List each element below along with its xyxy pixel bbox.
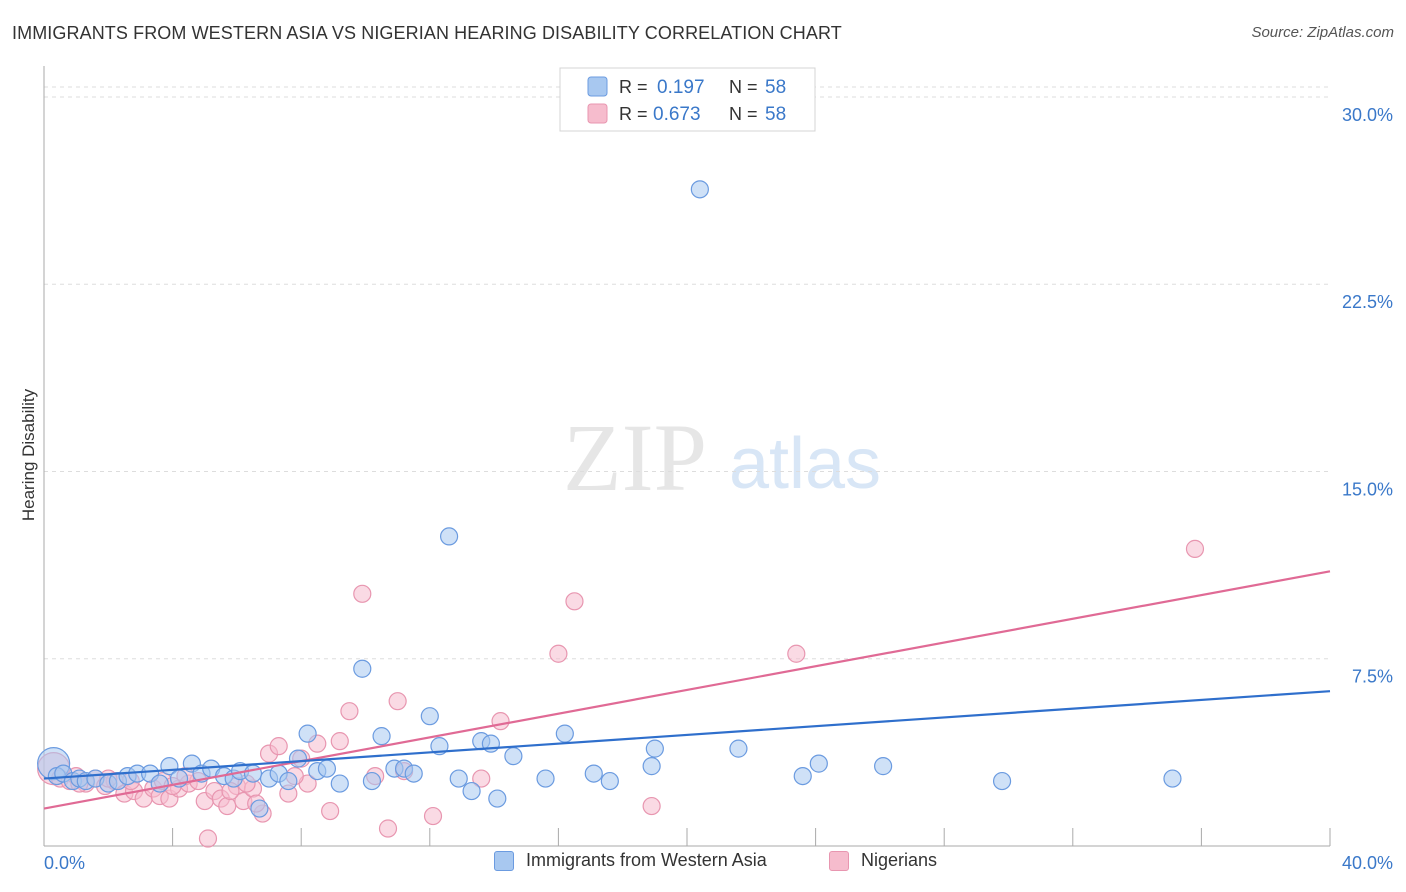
nigerian-point-31 xyxy=(321,801,340,821)
western-asia-point-32 xyxy=(362,771,382,791)
y-tick-label-2: 22.5% xyxy=(1342,292,1393,312)
western-asia-point-26 xyxy=(288,749,308,768)
western-asia-point-58 xyxy=(1163,769,1182,788)
western-asia-points xyxy=(37,180,1182,818)
axes xyxy=(43,66,1331,847)
nigerian-point-43 xyxy=(565,592,584,611)
nigerian-point-20 xyxy=(218,796,237,816)
western-asia-trend-line xyxy=(43,690,1331,780)
legend-swatch-pink xyxy=(587,103,608,124)
legend-r-label-1: R = xyxy=(619,77,648,97)
nigerian-point-26 xyxy=(269,737,288,756)
nigerian-point-37 xyxy=(388,692,407,711)
y-tick-label-1: 15.0% xyxy=(1342,479,1393,499)
western-asia-point-30 xyxy=(330,774,349,793)
western-asia-point-45 xyxy=(504,747,523,766)
nigerian-point-39 xyxy=(423,806,443,826)
legend-n-label-1: N = xyxy=(729,77,758,97)
western-asia-point-47 xyxy=(555,724,574,743)
western-asia-point-50 xyxy=(642,757,661,776)
nigerian-point-45 xyxy=(787,644,806,663)
y-axis-label: Hearing Disability xyxy=(19,388,38,521)
x-tick-labels: 0.0% 40.0% xyxy=(44,853,1393,873)
western-asia-point-12 xyxy=(150,774,169,793)
legend-label-nigerians: Nigerians xyxy=(861,850,938,870)
western-asia-point-41 xyxy=(462,781,481,801)
watermark-zip: ZIP xyxy=(563,404,707,511)
legend-swatch-blue xyxy=(587,76,608,97)
trend-lines xyxy=(43,570,1331,810)
western-asia-point-22 xyxy=(250,799,269,818)
grid-lines xyxy=(44,86,1330,660)
western-asia-point-36 xyxy=(404,764,423,783)
legend-box: R = 0.197 N = 58 R = 0.673 N = 58 xyxy=(559,67,816,132)
nigerian-point-41 xyxy=(491,712,510,731)
western-asia-point-44 xyxy=(488,789,507,808)
nigerian-point-36 xyxy=(378,819,398,838)
y-tick-labels: 7.5% 15.0% 22.5% 30.0% xyxy=(1342,105,1393,687)
legend-r-value-1: 0.197 xyxy=(657,77,705,98)
bottom-legend: Immigrants from Western Asia Nigerians xyxy=(0,850,1406,880)
western-asia-point-29 xyxy=(317,759,337,778)
watermark: ZIP atlas xyxy=(563,404,881,511)
western-asia-point-53 xyxy=(729,739,748,758)
x-tick-label-0: 0.0% xyxy=(44,853,85,873)
legend-item-western-asia: Immigrants from Western Asia xyxy=(494,850,767,871)
western-asia-point-55 xyxy=(809,754,828,773)
western-asia-point-57 xyxy=(992,771,1012,791)
legend-n-value-1: 58 xyxy=(765,77,786,98)
western-asia-point-40 xyxy=(449,769,468,788)
western-asia-point-48 xyxy=(584,764,603,783)
western-asia-point-27 xyxy=(298,724,317,743)
western-asia-point-25 xyxy=(279,771,298,791)
western-asia-point-37 xyxy=(420,707,439,726)
source-label: Source: ZipAtlas.com xyxy=(1251,24,1394,41)
legend-label-western-asia: Immigrants from Western Asia xyxy=(526,850,767,870)
nigerian-point-46 xyxy=(1185,539,1205,558)
legend-r-value-2: 0.673 xyxy=(653,104,701,125)
legend-n-value-2: 58 xyxy=(765,104,786,125)
watermark-atlas: atlas xyxy=(729,424,881,504)
legend-item-nigerians: Nigerians xyxy=(829,850,937,871)
chart-title: IMMIGRANTS FROM WESTERN ASIA VS NIGERIAN… xyxy=(12,23,842,43)
nigerian-point-42 xyxy=(549,644,568,663)
nigerians-trend-line xyxy=(43,570,1331,810)
legend-swatch-western-asia xyxy=(494,850,514,871)
nigerian-point-44 xyxy=(642,796,661,816)
legend-r-label-2: R = xyxy=(619,104,648,124)
legend-swatch-nigerians xyxy=(829,850,849,871)
nigerian-point-34 xyxy=(353,584,372,603)
nigerians-points xyxy=(37,539,1205,848)
y-tick-label-0: 7.5% xyxy=(1352,667,1393,687)
western-asia-point-39 xyxy=(439,527,459,546)
nigerian-point-40 xyxy=(472,769,491,788)
western-asia-point-46 xyxy=(536,769,555,788)
western-asia-point-54 xyxy=(793,766,812,786)
western-asia-point-56 xyxy=(874,757,893,776)
western-asia-point-51 xyxy=(645,739,664,758)
western-asia-point-33 xyxy=(372,727,391,746)
nigerian-point-47 xyxy=(198,829,218,848)
y-tick-label-3: 30.0% xyxy=(1342,105,1393,125)
nigerian-point-32 xyxy=(330,732,349,751)
western-asia-point-31 xyxy=(353,659,372,678)
x-tick-label-1: 40.0% xyxy=(1342,853,1393,873)
western-asia-point-52 xyxy=(690,180,709,199)
western-asia-point-49 xyxy=(600,771,619,791)
western-asia-point-21 xyxy=(243,764,263,783)
legend-n-label-2: N = xyxy=(729,104,758,124)
nigerian-point-33 xyxy=(340,702,359,721)
